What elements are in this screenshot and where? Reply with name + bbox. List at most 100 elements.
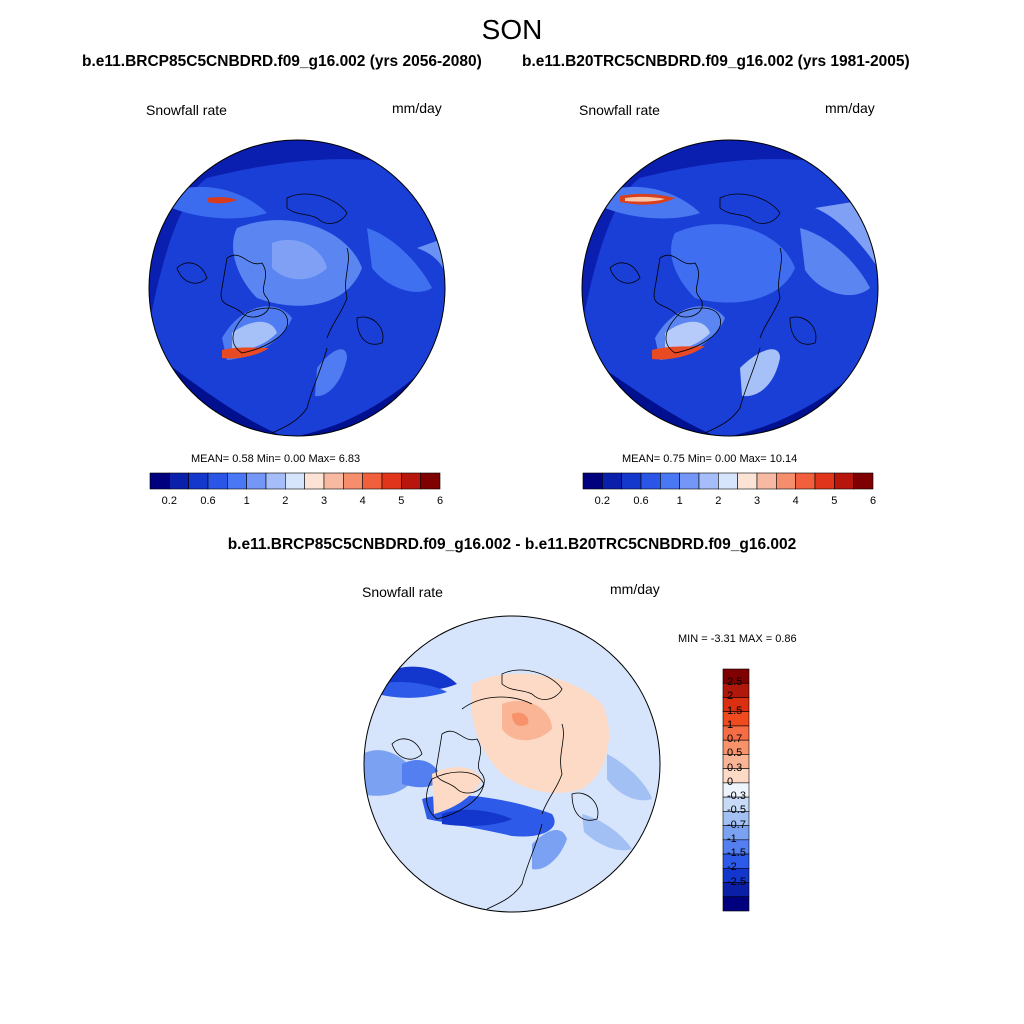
panel-right-colorbar xyxy=(582,472,874,490)
colorbar-box xyxy=(246,472,267,490)
stat-min-label: Min= xyxy=(256,453,281,465)
colorbar-box xyxy=(602,472,622,490)
coastlines xyxy=(391,669,599,910)
colorbar-box xyxy=(207,472,228,490)
map-field-region xyxy=(207,197,237,204)
map-field-region xyxy=(625,196,665,202)
colorbar-box xyxy=(149,472,170,490)
stat-min-value: 0.00 xyxy=(283,453,306,465)
season-title: SON xyxy=(481,14,543,45)
colorbar-tick-label: 6 xyxy=(869,495,877,507)
colorbar-tick-label: -1 xyxy=(727,832,737,845)
colorbar-tick-label: 3 xyxy=(753,495,761,507)
map-field-region xyxy=(652,346,705,360)
panel-left-title: b.e11.BRCP85C5CNBDRD.f09_g16.002 (yrs 20… xyxy=(82,53,482,70)
map-field-region xyxy=(367,228,432,292)
colorbar-box xyxy=(853,472,874,490)
map-field-region xyxy=(432,767,482,814)
colorbar-box xyxy=(621,472,642,490)
colorbar-tick-label: -0.7 xyxy=(727,818,746,831)
map-field-region xyxy=(671,224,795,303)
diff-minmax: MIN = -3.31 MAX = 0.86 xyxy=(678,633,797,645)
map-field-region xyxy=(512,712,529,726)
colorbar-box xyxy=(776,472,796,490)
colorbar-box xyxy=(582,472,603,490)
colorbar-tick-label: 1.5 xyxy=(727,704,743,717)
colorbar-box xyxy=(679,472,700,490)
stat-min-label: Min= xyxy=(687,453,712,465)
colorbar-box xyxy=(718,472,738,490)
panel-right-variable: Snowfall rate xyxy=(579,102,660,118)
colorbar-box xyxy=(401,472,421,490)
diff-title: b.e11.BRCP85C5CNBDRD.f09_g16.002 - b.e11… xyxy=(227,536,797,553)
map-field-region xyxy=(272,239,327,280)
diff-map xyxy=(363,615,661,913)
colorbar-tick-label: 2 xyxy=(715,495,722,507)
panel-left-units: mm/day xyxy=(392,100,442,116)
map-boundary xyxy=(581,139,879,437)
map-field-region xyxy=(607,754,652,801)
colorbar-box xyxy=(660,472,680,490)
map-field-region xyxy=(377,681,447,698)
stat-max-label: Max= xyxy=(308,453,336,465)
stat-mean-label: MEAN= xyxy=(622,453,661,465)
map-field-region xyxy=(442,809,512,827)
map-field-region xyxy=(417,238,445,273)
map-field-region xyxy=(222,347,269,359)
panel-left-map xyxy=(148,139,446,437)
stat-mean-value: 0.75 xyxy=(663,453,685,465)
stat-mean-label: MEAN= xyxy=(191,453,230,465)
colorbar-box xyxy=(343,472,363,490)
colorbar-tick-label: 0.3 xyxy=(727,761,743,774)
colorbar-tick-label: 2.5 xyxy=(727,676,743,689)
diff-colorbar xyxy=(722,668,750,912)
colorbar-box xyxy=(756,472,777,490)
map-field-region xyxy=(800,228,870,296)
colorbar-tick-label: 1 xyxy=(676,495,683,507)
panel-left-variable: Snowfall rate xyxy=(146,102,227,118)
stat-max-value: 6.83 xyxy=(338,453,361,465)
colorbar-box xyxy=(381,472,402,490)
panel-left-stats: MEAN= 0.58 Min= 0.00 Max= 6.83 xyxy=(191,453,360,465)
colorbar-tick-label: -0.3 xyxy=(727,790,746,803)
colorbar-tick-label: 6 xyxy=(436,495,444,507)
map-field-region xyxy=(402,759,442,788)
colorbar-box xyxy=(188,472,209,490)
colorbar-box xyxy=(834,472,854,490)
colorbar-tick-label: 4 xyxy=(792,495,799,507)
stat-min-value: 0.00 xyxy=(714,453,737,465)
colorbar-tick-label: 3 xyxy=(320,495,328,507)
map-field-region xyxy=(532,829,567,870)
colorbar-tick-label: -2.5 xyxy=(727,875,746,888)
colorbar-box xyxy=(698,472,719,490)
colorbar-tick-label: 2 xyxy=(282,495,289,507)
colorbar-tick-label: 0.7 xyxy=(727,733,743,746)
colorbar-box xyxy=(265,472,286,490)
stat-max-label: Max= xyxy=(739,453,767,465)
map-field-region xyxy=(232,321,277,350)
colorbar-box xyxy=(795,472,816,490)
colorbar-tick-label: 0 xyxy=(727,775,734,788)
coastlines xyxy=(176,193,384,434)
colorbar-tick-label: 0.2 xyxy=(161,495,177,507)
diff-units: mm/day xyxy=(610,581,660,597)
colorbar-tick-label: -0.5 xyxy=(727,804,746,817)
stat-max-value: 10.14 xyxy=(769,453,798,465)
colorbar-box xyxy=(362,472,383,490)
map-boundary xyxy=(148,139,446,437)
colorbar-box xyxy=(640,472,661,490)
colorbar-tick-label: -1.5 xyxy=(727,847,746,860)
colorbar-box xyxy=(420,472,441,490)
colorbar-tick-label: 0.2 xyxy=(594,495,610,507)
diff-variable: Snowfall rate xyxy=(362,584,443,600)
panel-right-map xyxy=(581,139,879,437)
panel-right-stats: MEAN= 0.75 Min= 0.00 Max= 10.14 xyxy=(622,453,797,465)
colorbar-box xyxy=(737,472,758,490)
map-field-region xyxy=(582,814,632,851)
panel-right-title: b.e11.B20TRC5CNBDRD.f09_g16.002 (yrs 198… xyxy=(522,53,910,70)
map-field-region xyxy=(740,349,780,397)
colorbar-box xyxy=(169,472,189,490)
map-field-region xyxy=(665,321,710,350)
colorbar-tick-label: 0.6 xyxy=(200,495,216,507)
colorbar-tick-label: 0.6 xyxy=(633,495,649,507)
